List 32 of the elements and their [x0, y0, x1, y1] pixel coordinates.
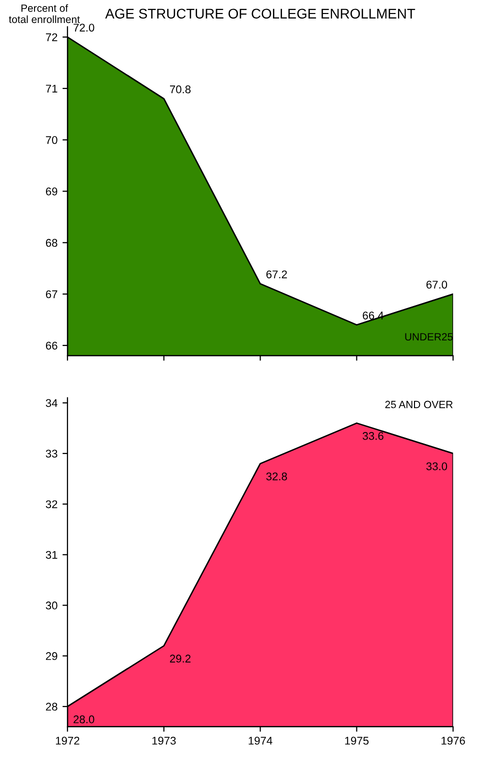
- y-tick-label: 33: [46, 450, 58, 458]
- series-label: UNDER25: [405, 333, 453, 341]
- data-label: 28.0: [74, 715, 94, 724]
- data-label: 32.8: [266, 472, 287, 480]
- y-tick-label: 29: [46, 652, 58, 660]
- data-label: 67.0: [426, 280, 448, 289]
- y-tick-label: 31: [46, 550, 58, 559]
- y-tick-label: 72: [46, 33, 58, 42]
- y-tick-label: 70: [46, 136, 58, 144]
- x-tick-label: 1972: [56, 736, 80, 745]
- data-label: 33.0: [426, 462, 448, 470]
- x-tick-label: 1976: [442, 736, 465, 745]
- y-tick-label: 67: [46, 290, 58, 298]
- x-tick-label: 1973: [152, 736, 176, 745]
- y-tick-label: 28: [46, 702, 58, 711]
- data-label: 67.2: [266, 270, 287, 278]
- data-label: 72.0: [74, 24, 94, 32]
- y-tick-label: 66: [46, 342, 58, 350]
- y-tick-label: 68: [46, 238, 58, 247]
- y-tick-label: 69: [46, 188, 58, 196]
- data-label: 29.2: [170, 654, 191, 663]
- x-tick-label: 1975: [345, 736, 369, 745]
- text: 25 AND OVER: [385, 400, 453, 408]
- y-tick-label: 71: [46, 84, 58, 92]
- chart-title: AGE STRUCTURE OF COLLEGE ENROLLMENT: [105, 8, 416, 19]
- y-tick-label: 32: [46, 500, 58, 508]
- y-tick-label: 30: [46, 602, 58, 610]
- y-axis-title: Percent of total enrollment: [8, 4, 80, 24]
- y-tick-label: 34: [46, 399, 58, 407]
- data-label: 33.6: [362, 432, 384, 440]
- x-tick-label: 1974: [248, 736, 272, 745]
- data-label: 70.8: [170, 85, 191, 94]
